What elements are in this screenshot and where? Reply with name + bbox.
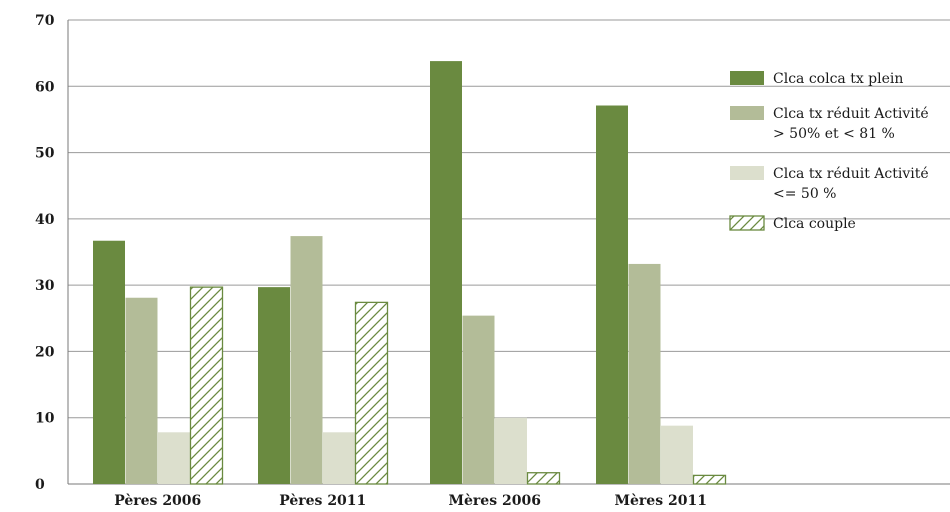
bar: [692, 474, 727, 485]
bar: [158, 432, 190, 484]
bar: [323, 432, 355, 484]
y-tick-label: 30: [35, 278, 55, 294]
y-tick-label: 50: [35, 146, 55, 162]
bar: [189, 286, 224, 485]
bar: [628, 263, 661, 484]
bar: [661, 425, 693, 484]
bar: [258, 287, 290, 484]
x-tick-label: Pères 2011: [279, 493, 366, 509]
bar: [526, 472, 561, 485]
y-tick-label: 10: [35, 411, 55, 427]
legend-label: > 50% et < 81 %: [773, 126, 895, 142]
legend-swatch: [729, 215, 765, 231]
legend-item: Clca colca tx plein: [730, 71, 903, 87]
y-tick-label: 40: [35, 212, 55, 228]
y-tick-label: 70: [35, 13, 55, 29]
legend: Clca colca tx plein Clca tx réduit Activi…: [729, 71, 929, 232]
bar: [93, 240, 125, 484]
legend-swatch: [730, 106, 764, 120]
legend-item: Clca tx réduit Activité > 50% et < 81 %: [730, 106, 929, 142]
legend-label: Clca colca tx plein: [773, 71, 903, 87]
y-tick-label: 60: [35, 79, 55, 95]
legend-item: Clca tx réduit Activité <= 50 %: [730, 166, 929, 202]
x-tick-label: Mères 2006: [449, 493, 541, 509]
legend-item: Clca couple: [729, 215, 856, 232]
bar: [125, 297, 158, 484]
bars: [93, 61, 727, 485]
legend-label: <= 50 %: [773, 186, 836, 202]
bar: [430, 61, 462, 485]
legend-swatch: [730, 71, 764, 85]
y-tick-label: 20: [35, 344, 55, 360]
bar: [462, 315, 495, 484]
bar: [596, 105, 628, 484]
bar: [290, 236, 323, 484]
axis-labels: 0 10 20 30 40 50 60 70 Pères 2006 Pères 2011 Mères…: [35, 13, 707, 509]
x-tick-label: Pères 2006: [114, 493, 201, 509]
legend-label: Clca couple: [773, 216, 856, 232]
bar: [495, 417, 527, 484]
legend-label: Clca tx réduit Activité: [773, 166, 929, 182]
legend-label: Clca tx réduit Activité: [773, 106, 929, 122]
legend-swatch: [730, 166, 764, 180]
y-tick-label: 0: [35, 477, 45, 493]
x-tick-label: Mères 2011: [615, 493, 707, 509]
bar: [354, 301, 389, 485]
